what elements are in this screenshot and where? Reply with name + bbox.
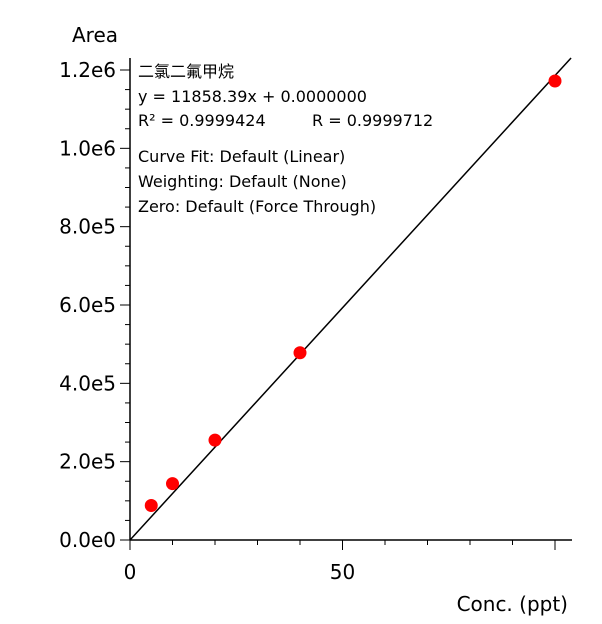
y-tick-label: 4.0e5: [59, 371, 116, 395]
data-point: [208, 433, 222, 447]
curve-fit-info: Curve Fit: Default (Linear): [138, 147, 345, 166]
data-point: [548, 74, 562, 88]
y-tick-label: 1.0e6: [59, 136, 116, 160]
axes: [129, 58, 572, 541]
x-tick-labels: 0 50: [124, 560, 356, 584]
fit-line: [129, 57, 572, 541]
y-tick-labels: 0.0e0 2.0e5 4.0e5 6.0e5 8.0e5 1.0e6 1.2e6: [59, 58, 116, 552]
y-axis-title: Area: [72, 23, 118, 47]
y-tick-label: 2.0e5: [59, 450, 116, 474]
compound-name: 二氯二氟甲烷: [138, 62, 234, 81]
y-ticks: [120, 69, 130, 541]
zero-info: Zero: Default (Force Through): [138, 197, 376, 216]
y-tick-label: 8.0e5: [59, 215, 116, 239]
r-squared: R² = 0.9999424: [138, 111, 266, 130]
fit-line-layer: [129, 57, 572, 541]
x-ticks: [129, 540, 556, 550]
data-point: [166, 477, 179, 491]
data-point: [293, 346, 307, 360]
data-point: [144, 499, 158, 513]
x-tick-label: 0: [124, 560, 137, 584]
x-tick-label: 50: [330, 560, 355, 584]
x-axis-title: Conc. (ppt): [457, 592, 568, 616]
fit-annotation: 二氯二氟甲烷 y = 11858.39x + 0.0000000 R² = 0.…: [138, 62, 433, 216]
y-tick-label: 6.0e5: [59, 293, 116, 317]
y-tick-label: 0.0e0: [59, 528, 116, 552]
fit-equation: y = 11858.39x + 0.0000000: [138, 87, 367, 106]
y-tick-label: 1.2e6: [59, 58, 116, 82]
weighting-info: Weighting: Default (None): [138, 172, 347, 191]
r-value: R = 0.9999712: [312, 111, 433, 130]
data-points: [144, 74, 562, 513]
